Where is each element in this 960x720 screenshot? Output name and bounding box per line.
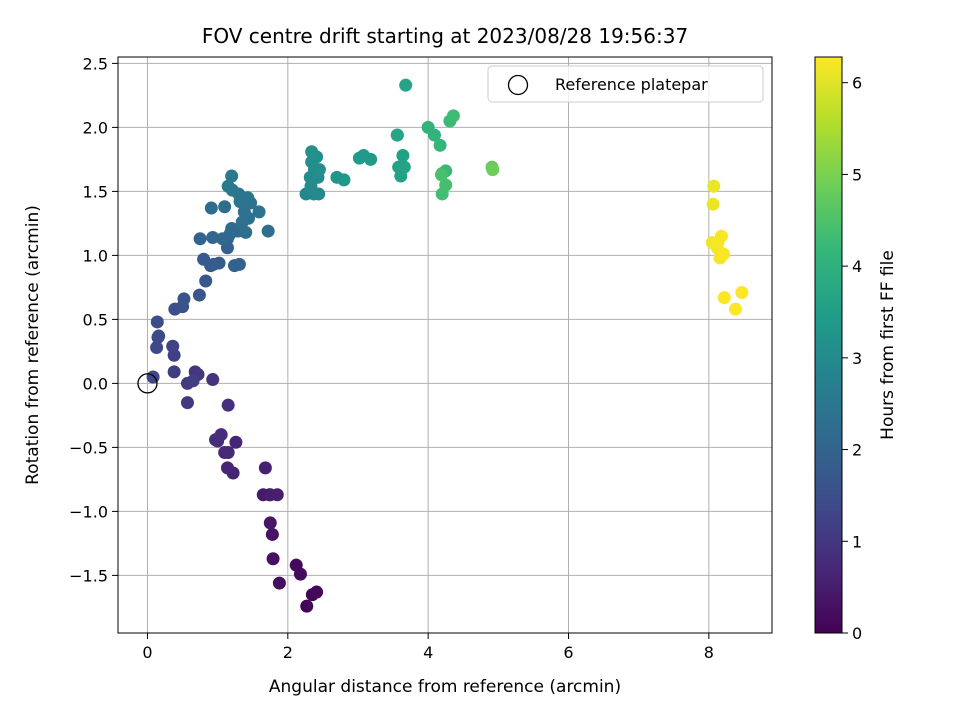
- y-tick-label: −1.0: [69, 502, 108, 521]
- chart-title: FOV centre drift starting at 2023/08/28 …: [202, 24, 688, 48]
- colorbar-gradient: [814, 56, 843, 634]
- data-point: [206, 373, 220, 387]
- x-axis-title: Angular distance from reference (arcmin): [269, 677, 621, 697]
- data-point: [265, 527, 279, 541]
- data-point: [263, 516, 277, 530]
- data-point: [390, 128, 404, 142]
- data-point: [146, 370, 160, 384]
- colorbar-title: Hours from first FF file: [878, 250, 898, 440]
- data-point: [258, 461, 272, 475]
- y-tick-label: −0.5: [69, 438, 108, 457]
- data-point: [261, 224, 275, 238]
- data-point: [209, 433, 223, 447]
- x-tick-label: 8: [704, 643, 714, 662]
- data-point: [272, 576, 286, 590]
- data-point: [434, 168, 448, 182]
- data-point: [220, 461, 234, 475]
- reference-marker: [137, 373, 158, 394]
- data-point: [218, 446, 232, 460]
- data-point: [729, 302, 743, 316]
- reference-platepar-marker: [137, 373, 158, 394]
- y-tick-label: 0.5: [83, 310, 108, 329]
- y-tick-label: 1.0: [83, 246, 108, 265]
- data-points: [146, 78, 749, 613]
- data-point: [305, 145, 319, 159]
- legend-box: [487, 65, 764, 103]
- data-point: [364, 152, 378, 166]
- data-point: [252, 205, 266, 219]
- data-point: [717, 247, 731, 261]
- x-tick-label: 4: [423, 643, 433, 662]
- data-point: [399, 78, 413, 92]
- data-point: [166, 339, 180, 353]
- data-point: [150, 315, 164, 329]
- y-tick-label: 1.5: [83, 182, 108, 201]
- plot-frame: [117, 56, 773, 634]
- colorbar: 0 1 2 3 4 5 6 Hours from first FF file: [814, 56, 898, 643]
- data-point: [239, 225, 253, 239]
- data-point: [206, 230, 220, 244]
- data-point: [396, 149, 410, 163]
- data-point: [706, 197, 720, 211]
- data-point: [193, 232, 207, 246]
- data-point: [735, 286, 749, 300]
- data-point: [192, 288, 206, 302]
- data-point: [199, 274, 213, 288]
- data-point: [446, 109, 460, 123]
- data-point: [150, 341, 164, 355]
- data-point: [439, 178, 453, 192]
- data-point: [337, 173, 351, 187]
- data-point: [707, 179, 721, 193]
- data-point: [266, 552, 280, 566]
- data-point: [300, 599, 314, 613]
- data-point: [197, 252, 211, 266]
- legend-reference-marker: [507, 74, 529, 96]
- legend: Reference platepar: [487, 65, 764, 103]
- data-point: [486, 163, 500, 177]
- x-tick-label: 6: [563, 643, 573, 662]
- data-point: [717, 291, 731, 305]
- colorbar-tick-label: 5: [852, 165, 862, 184]
- data-point: [186, 374, 200, 388]
- data-point: [152, 329, 166, 343]
- colorbar-tick-label: 3: [852, 349, 862, 368]
- data-point: [229, 435, 243, 449]
- colorbar-tick-label: 6: [852, 74, 862, 93]
- colorbar-tick-label: 0: [852, 624, 862, 643]
- data-point: [714, 229, 728, 243]
- data-point: [206, 257, 220, 271]
- y-tick-label: 0.0: [83, 374, 108, 393]
- data-point: [427, 128, 441, 142]
- x-axis: 0 2 4 6 8: [142, 633, 714, 662]
- x-tick-label: 2: [283, 643, 293, 662]
- data-point: [167, 365, 181, 379]
- data-point: [177, 292, 191, 306]
- legend-label: Reference platepar: [555, 75, 708, 94]
- data-point: [270, 488, 284, 502]
- colorbar-tick-label: 4: [852, 257, 862, 276]
- x-tick-label: 0: [142, 643, 152, 662]
- data-point: [225, 222, 239, 236]
- data-point: [218, 200, 232, 214]
- data-point: [397, 160, 411, 174]
- data-point: [180, 396, 194, 410]
- data-point: [221, 179, 235, 193]
- y-axis: −1.5 −1.0 −0.5 0.0 0.5 1.0 1.5 2.0 2.5: [69, 54, 118, 585]
- y-tick-label: 2.5: [83, 54, 108, 73]
- y-tick-label: −1.5: [69, 566, 108, 585]
- data-point: [310, 585, 324, 599]
- data-point: [293, 567, 307, 581]
- y-tick-label: 2.0: [83, 118, 108, 137]
- data-point: [232, 257, 246, 271]
- data-point: [221, 398, 235, 412]
- y-axis-title: Rotation from reference (arcmin): [23, 205, 43, 485]
- colorbar-tick-label: 1: [852, 532, 862, 551]
- data-point: [204, 201, 218, 215]
- data-point: [225, 169, 239, 183]
- colorbar-ticks: 0 1 2 3 4 5 6: [842, 74, 862, 643]
- colorbar-tick-label: 2: [852, 441, 862, 460]
- data-point: [433, 138, 447, 152]
